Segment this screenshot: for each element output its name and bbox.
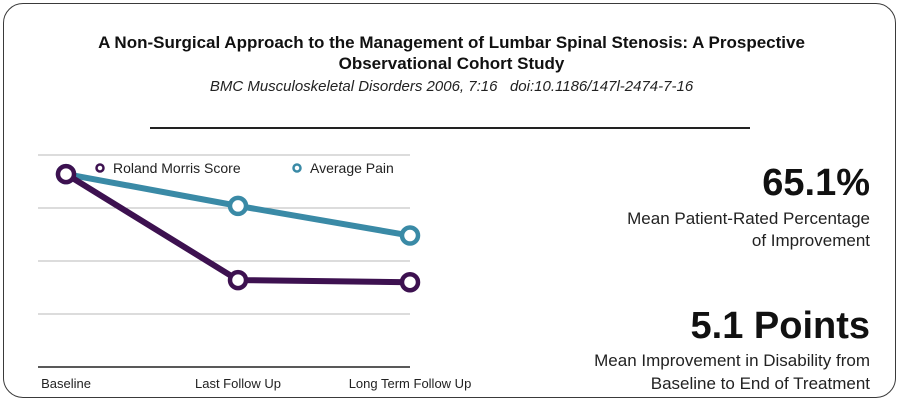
title-line-1: A Non-Surgical Approach to the Managemen… (98, 33, 805, 52)
stat-improvement-desc-line2: of Improvement (751, 231, 870, 250)
stat-disability-desc-line1: Mean Improvement in Disability from (594, 351, 870, 370)
stat-improvement-desc-line1: Mean Patient-Rated Percentage (627, 209, 870, 228)
summary-card (3, 3, 896, 398)
x-tick-label-0: Baseline (41, 376, 91, 391)
line-chart: Baseline Last Follow Up Long Term Follow U… (38, 154, 472, 391)
stat-improvement-percent: 65.1% (762, 162, 870, 204)
series-0-point-0 (55, 163, 77, 185)
series-0-point-1 (227, 269, 249, 291)
legend-marker-0 (95, 163, 105, 173)
title-divider (150, 127, 750, 129)
series-0-point-2 (399, 271, 421, 293)
series-1-point-1 (227, 195, 249, 217)
legend-marker-1 (292, 163, 302, 173)
stat-disability-points: 5.1 Points (690, 305, 871, 347)
legend-label-0: Roland Morris Score (113, 160, 241, 176)
stat-disability-desc-line2: Baseline to End of Treatment (650, 374, 870, 393)
x-tick-label-2: Long Term Follow Up (349, 376, 472, 391)
series-1-point-2 (399, 225, 421, 246)
legend-label-1: Average Pain (310, 160, 394, 176)
citation: BMC Musculoskeletal Disorders 2006, 7:16… (209, 78, 694, 95)
title-line-2: Observational Cohort Study (338, 54, 565, 73)
x-tick-label-1: Last Follow Up (195, 376, 281, 391)
